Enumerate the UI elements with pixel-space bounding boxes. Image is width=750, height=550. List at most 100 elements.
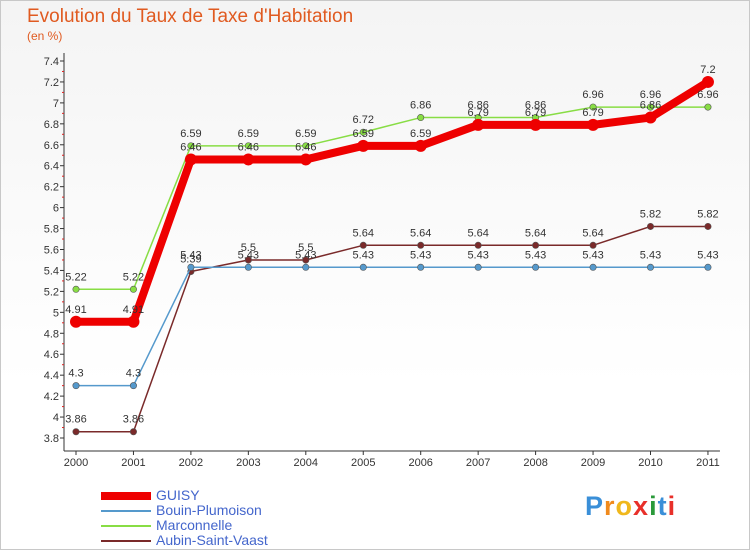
series-line	[76, 225, 708, 433]
data-label: 7.2	[700, 64, 715, 76]
data-label: 5.39	[180, 253, 201, 265]
data-point	[701, 75, 714, 88]
y-tick-label: 6.4	[44, 161, 59, 173]
data-label: 5.64	[410, 227, 431, 239]
legend-swatch	[101, 540, 151, 542]
chart-legend: GUISY Bouin-Plumoison Marconnelle Aubin-Sai…	[101, 487, 301, 548]
legend-item: GUISY	[101, 487, 301, 503]
data-point	[532, 241, 540, 249]
data-label: 5.5	[241, 242, 256, 254]
series-aubin-saint-vaast	[72, 222, 712, 436]
legend-label: Bouin-Plumoison	[156, 502, 262, 518]
data-point	[129, 285, 137, 293]
chart-subtitle: (en %)	[27, 29, 63, 43]
data-label: 4.3	[68, 368, 83, 380]
x-tick-label: 2009	[581, 457, 605, 469]
y-tick-label: 6	[53, 203, 59, 215]
data-label: 5.5	[298, 242, 313, 254]
data-label: 6.59	[238, 128, 259, 140]
y-tick-label: 6.6	[44, 140, 59, 152]
data-point	[244, 263, 252, 271]
data-point	[129, 428, 137, 436]
y-tick-label: 7.4	[44, 56, 59, 68]
legend-item: Marconnelle	[101, 517, 301, 533]
data-point	[72, 428, 80, 436]
logo-letter: P	[585, 491, 605, 521]
logo-letter: t	[657, 491, 668, 521]
data-label: 5.64	[582, 227, 603, 239]
data-point	[72, 285, 80, 293]
data-point	[589, 241, 597, 249]
data-label: 6.79	[467, 107, 488, 119]
data-label: 5.43	[697, 249, 718, 261]
data-label: 5.43	[410, 249, 431, 261]
data-point	[704, 263, 712, 271]
data-point	[417, 241, 425, 249]
x-tick-label: 2008	[523, 457, 547, 469]
data-point	[302, 263, 310, 271]
data-point	[414, 139, 427, 152]
data-label: 6.46	[180, 141, 201, 153]
data-label: 5.43	[180, 249, 201, 261]
data-label: 4.3	[126, 368, 141, 380]
data-label: 6.96	[582, 89, 603, 101]
logo-letter: o	[615, 491, 634, 521]
data-label: 5.43	[640, 249, 661, 261]
data-point	[532, 263, 540, 271]
x-tick-label: 2006	[408, 457, 432, 469]
data-point	[644, 111, 657, 124]
data-label: 6.96	[697, 89, 718, 101]
data-label: 6.86	[525, 100, 546, 112]
data-point	[244, 256, 252, 264]
data-label: 6.59	[410, 128, 431, 140]
data-label: 4.91	[123, 304, 144, 316]
x-tick-label: 2000	[64, 457, 88, 469]
logo-letter: i	[649, 491, 658, 521]
y-tick-label: 4	[53, 412, 59, 424]
data-label: 5.43	[582, 249, 603, 261]
data-point	[187, 142, 195, 150]
data-point	[474, 241, 482, 249]
data-label: 6.79	[582, 107, 603, 119]
data-label: 5.22	[65, 271, 86, 283]
data-point	[646, 263, 654, 271]
data-point	[646, 103, 654, 111]
data-label: 5.82	[697, 208, 718, 220]
chart-title: Evolution du Taux de Taxe d'Habitation	[27, 6, 354, 27]
data-point	[529, 118, 542, 131]
data-label: 6.79	[525, 107, 546, 119]
data-point	[589, 263, 597, 271]
data-point	[357, 139, 370, 152]
y-tick-label: 4.6	[44, 349, 59, 361]
legend-label: GUISY	[156, 487, 200, 503]
data-point	[70, 315, 82, 328]
data-label: 6.96	[640, 89, 661, 101]
y-tick-label: 7.2	[44, 77, 59, 89]
y-tick-label: 6.8	[44, 119, 59, 131]
data-label: 5.43	[238, 249, 259, 261]
data-point	[474, 263, 482, 271]
data-point	[646, 222, 654, 230]
data-point	[704, 222, 712, 230]
legend-item: Bouin-Plumoison	[101, 502, 301, 518]
data-point	[299, 153, 312, 166]
y-tick-label: 4.2	[44, 391, 59, 403]
data-point	[359, 128, 367, 136]
data-point	[417, 263, 425, 271]
y-tick-label: 5.6	[44, 245, 59, 257]
data-label: 5.43	[353, 249, 374, 261]
data-label: 5.22	[123, 271, 144, 283]
data-point	[359, 263, 367, 271]
data-label: 3.86	[65, 414, 86, 426]
legend-label: Marconnelle	[156, 517, 233, 533]
legend-swatch	[101, 510, 151, 512]
data-label: 5.43	[295, 249, 316, 261]
x-tick-label: 2003	[236, 457, 260, 469]
data-label: 4.91	[65, 304, 86, 316]
data-point	[302, 142, 310, 150]
data-label: 6.86	[640, 100, 661, 112]
data-point	[704, 103, 712, 111]
data-point	[184, 153, 197, 166]
data-label: 6.46	[238, 141, 259, 153]
